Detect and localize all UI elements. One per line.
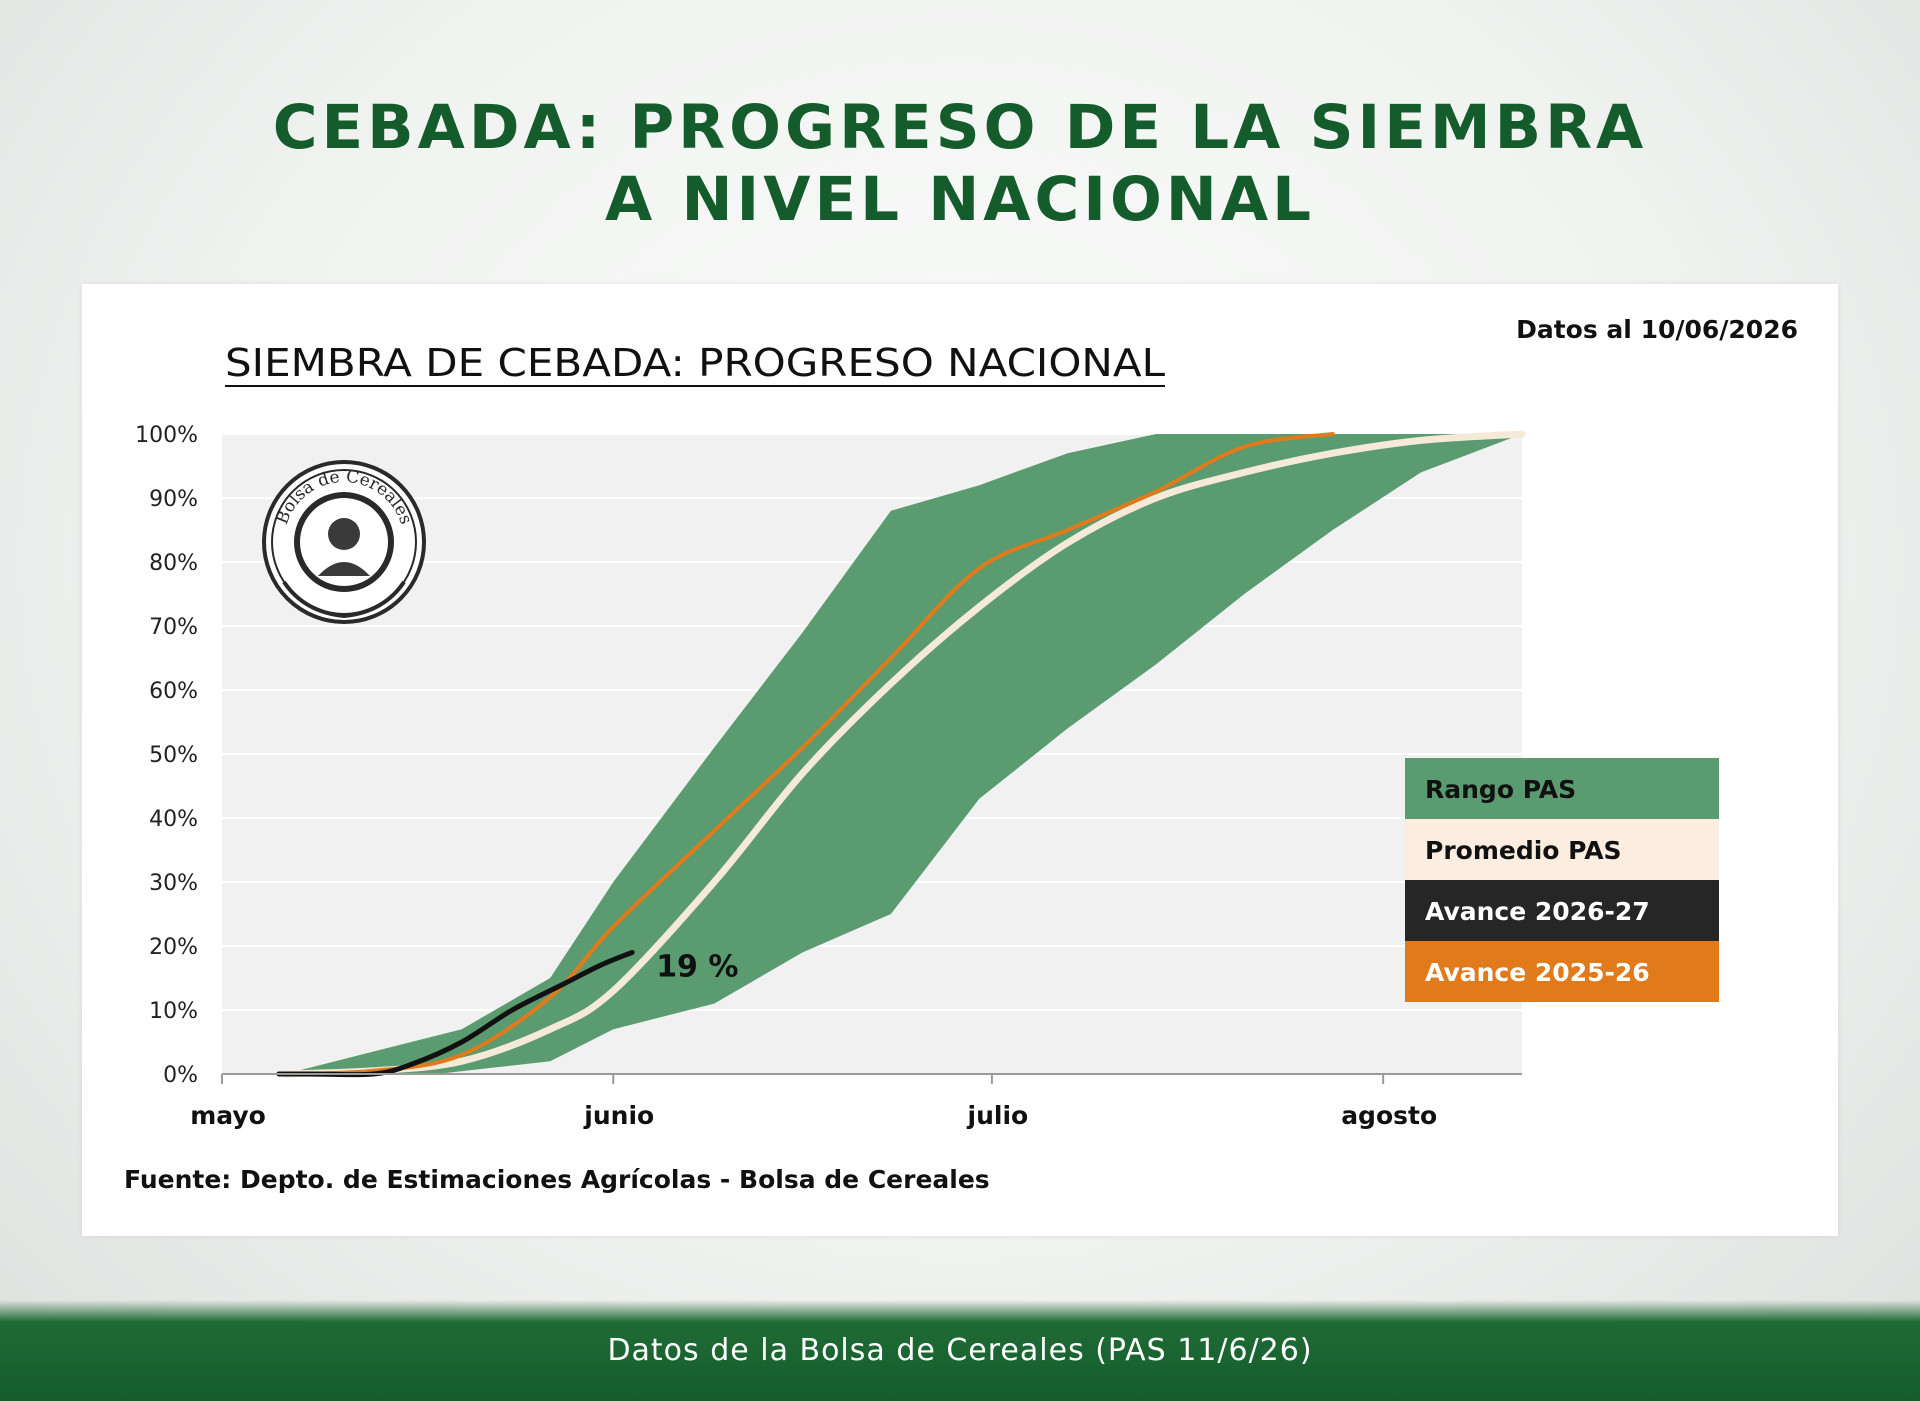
page-title-line-2: A NIVEL NACIONAL [605,164,1315,235]
page-title: CEBADA: PROGRESO DE LA SIEMBRA A NIVEL N… [0,92,1920,236]
y-tick-label: 100% [135,423,198,448]
annotation-label: 19 % [656,949,738,984]
chart-title: SIEMBRA DE CEBADA: PROGRESO NACIONAL [225,341,1165,385]
bolsa-de-cereales-seal-icon: Bolsa de Cereales [262,460,426,624]
y-tick-label: 20% [149,935,198,960]
date-note: Datos al 10/06/2026 [1516,315,1798,344]
legend-swatch [1405,758,1719,819]
series-rango-pas-band [285,434,1523,1074]
y-tick-label: 60% [149,679,198,704]
legend-label: Promedio PAS [1425,836,1622,865]
y-tick-label: 40% [149,807,198,832]
legend: Rango PAS Promedio PAS Avance 2026-27 Avanc… [1405,758,1719,1002]
progress-chart: 0% 10% 20% 30% 40% 50% 60% 70% 80% 90% 100% mayo jun… [124,315,1798,1194]
legend-label: Avance 2025-26 [1425,958,1650,987]
legend-swatch [1405,819,1719,880]
y-tick-label: 50% [149,743,198,768]
page-title-line-1: CEBADA: PROGRESO DE LA SIEMBRA [272,92,1648,163]
x-tick-label: agosto [1341,1101,1437,1130]
source-note: Fuente: Depto. de Estimaciones Agrícolas… [124,1165,990,1194]
y-tick-label: 0% [163,1063,198,1088]
x-tick-label: mayo [190,1101,266,1130]
legend-label: Rango PAS [1425,775,1576,804]
footer-text: Datos de la Bolsa de Cereales (PAS 11/6/… [607,1333,1313,1368]
series-promedio-pas-line [281,430,1526,1078]
y-tick-label: 10% [149,999,198,1024]
legend-swatch [1405,880,1719,941]
series-avance-2025-26-line [283,432,1335,1076]
y-tick-label: 90% [149,487,198,512]
axis-layer: 0% 10% 20% 30% 40% 50% 60% 70% 80% 90% 100% mayo jun… [135,423,1522,1130]
chart-panel: 0% 10% 20% 30% 40% 50% 60% 70% 80% 90% 100% mayo jun… [82,284,1838,1236]
footer-band [0,1300,1920,1401]
y-tick-label: 70% [149,615,198,640]
y-tick-label: 30% [149,871,198,896]
y-tick-label: 80% [149,551,198,576]
x-tick-label: julio [967,1101,1029,1130]
legend-swatch [1405,941,1719,1002]
x-tick-label: junio [583,1101,654,1130]
legend-label: Avance 2026-27 [1425,897,1650,926]
